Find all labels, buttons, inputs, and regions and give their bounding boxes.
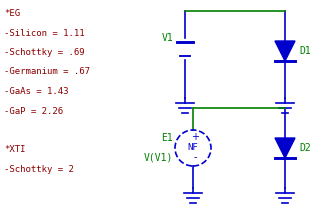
Text: -GaP = 2.26: -GaP = 2.26 [4,106,63,116]
Text: -Schottky = .69: -Schottky = .69 [4,48,85,57]
Text: V(V1): V(V1) [144,153,173,163]
Text: *XTI: *XTI [4,146,25,154]
Text: *EG: *EG [4,9,20,18]
Text: -GaAs = 1.43: -GaAs = 1.43 [4,87,68,96]
Text: -Germanium = .67: -Germanium = .67 [4,67,90,76]
Text: D2: D2 [299,143,311,153]
Text: -: - [193,152,197,162]
Text: NF: NF [188,143,198,152]
Text: E1: E1 [161,133,173,143]
Text: -Schottky = 2: -Schottky = 2 [4,165,74,174]
Polygon shape [275,41,295,61]
Text: V1: V1 [161,33,173,43]
Polygon shape [275,138,295,158]
Text: D1: D1 [299,46,311,56]
Text: +: + [191,132,199,142]
Text: -Silicon = 1.11: -Silicon = 1.11 [4,29,85,38]
